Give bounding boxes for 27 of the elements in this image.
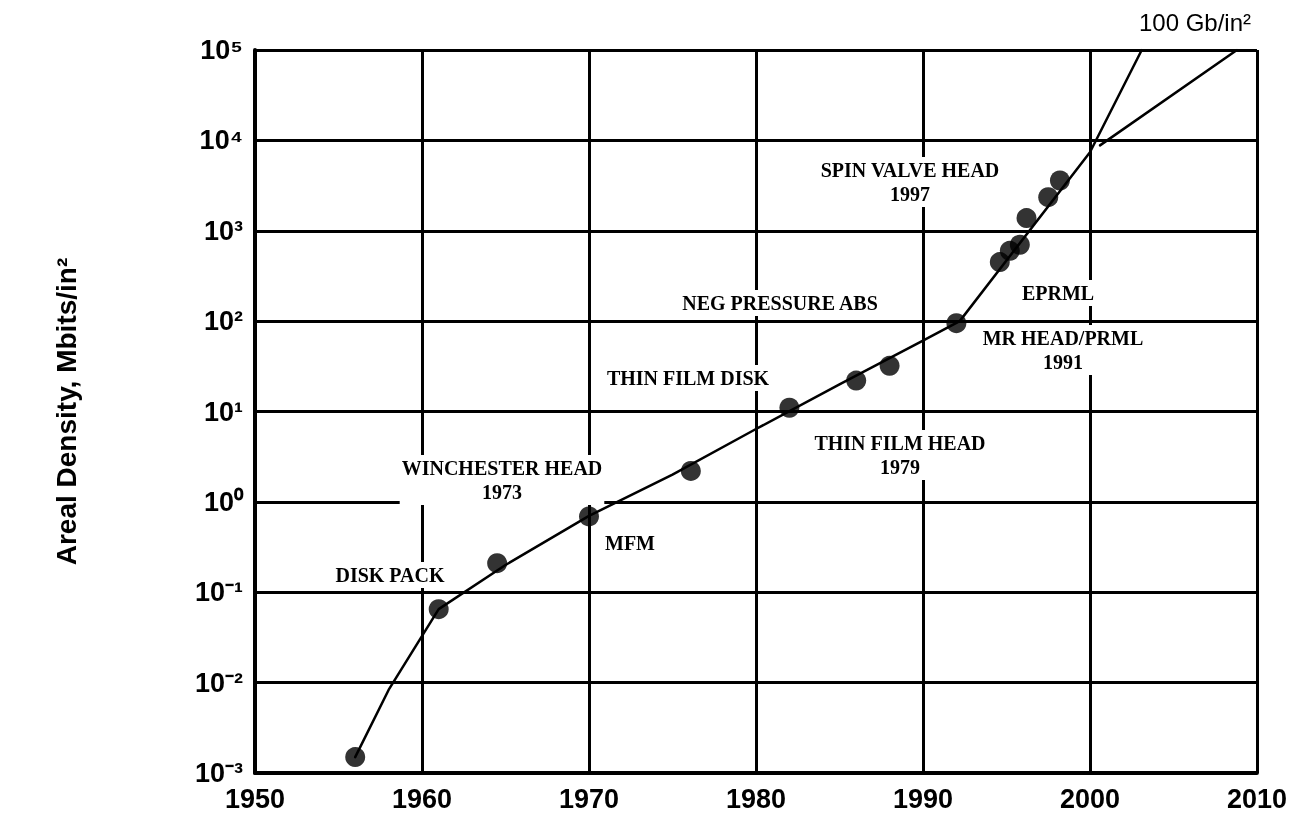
annotation: MR HEAD/PRML 1991 [982, 327, 1144, 373]
y-tick-label: 10⁴ [199, 125, 243, 156]
annotation: EPRML [1021, 282, 1095, 304]
point [1016, 208, 1037, 229]
annotation: THIN FILM DISK [606, 367, 770, 389]
annotation: NEG PRESSURE ABS [682, 292, 878, 314]
y-axis-title: Areal Density, Mbits/in² [50, 257, 82, 566]
annotation: SPIN VALVE HEAD 1997 [820, 159, 1000, 205]
x-tick-label: 1970 [558, 783, 620, 814]
x-tick-label: 2000 [1059, 783, 1121, 814]
text: 100 Gb/in² [1138, 8, 1252, 36]
x-tick-label: 1960 [391, 783, 453, 814]
y-tick-label: 10³ [203, 215, 243, 246]
annotation: THIN FILM HEAD 1979 [814, 432, 986, 478]
y-tick-label: 10⁻¹ [194, 577, 243, 608]
annotation: DISK PACK [335, 564, 445, 586]
annotation: MFM [605, 532, 656, 554]
x-tick-label: 2010 [1226, 783, 1288, 814]
y-tick-label: 10¹ [203, 396, 243, 427]
y-tick-label: 10⁰ [203, 486, 244, 517]
y-tick-label: 10² [203, 306, 243, 337]
y-tick-label: 10⁵ [200, 35, 243, 65]
y-tick-label: 10⁻² [194, 667, 243, 698]
annotation: WINCHESTER HEAD 1973 [401, 457, 603, 503]
x-tick-label: 1990 [892, 783, 954, 814]
point [345, 747, 366, 768]
x-tick-label: 1980 [725, 783, 787, 814]
